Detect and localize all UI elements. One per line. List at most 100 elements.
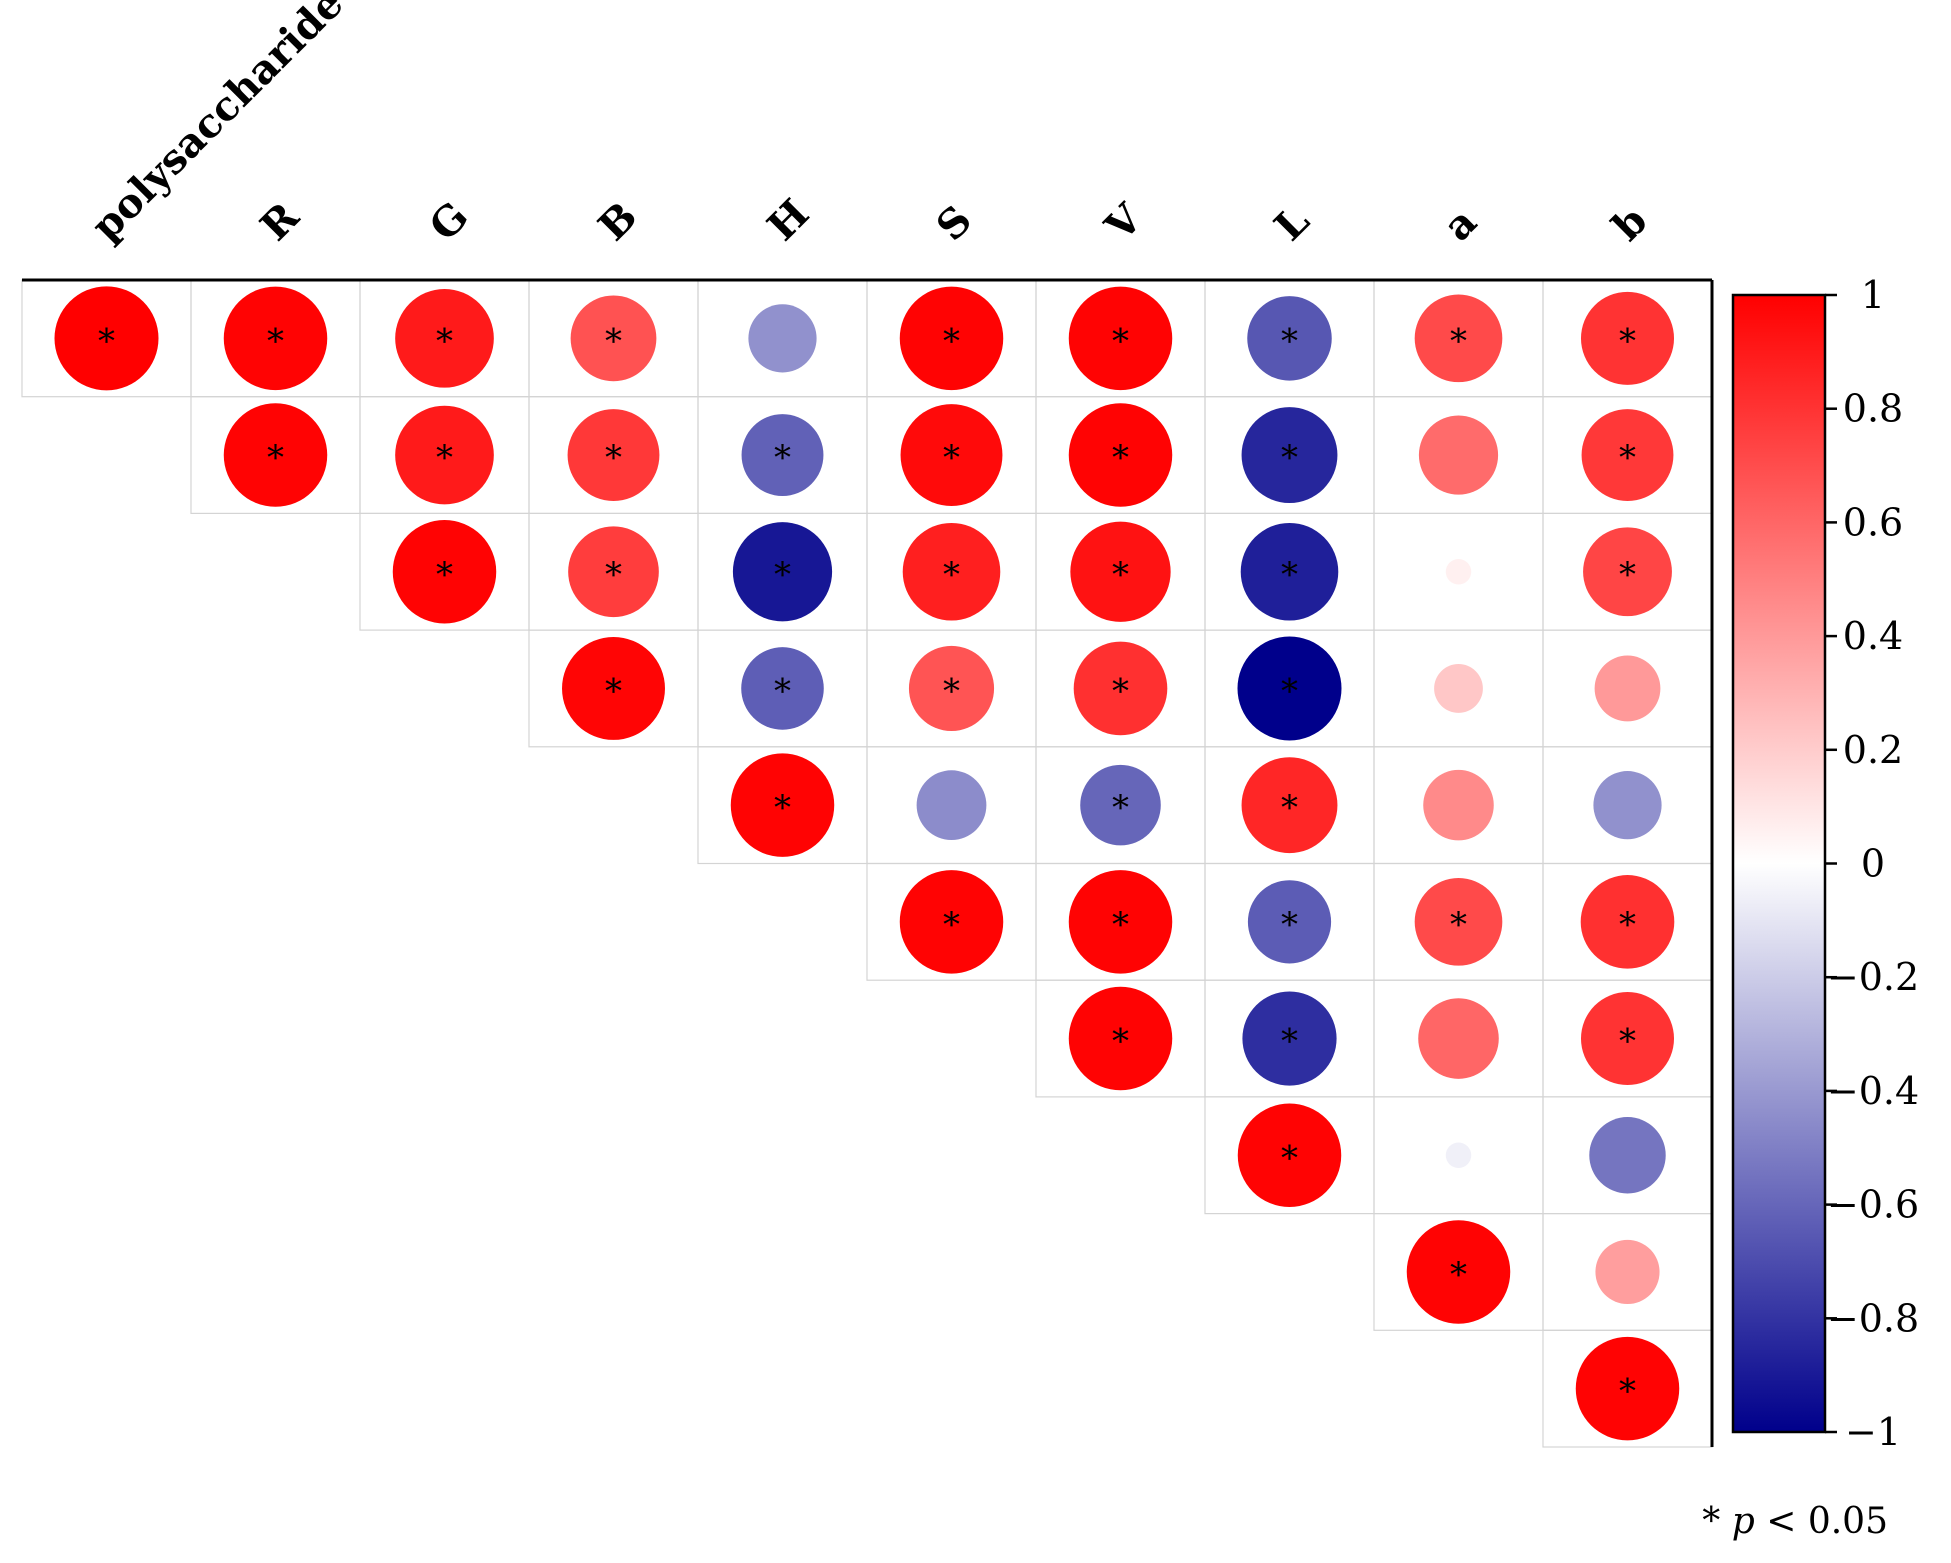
correlation-circle-G-S bbox=[902, 522, 1001, 621]
correlation-circle-a-b bbox=[1595, 1239, 1660, 1305]
correlation-circle-L-b bbox=[1589, 1117, 1666, 1194]
significance-star: * bbox=[1281, 1138, 1298, 1178]
correlation-circle-S-L bbox=[1247, 880, 1332, 964]
significance-note: * p < 0.05 bbox=[1702, 1501, 1888, 1542]
colorbar-tick-label: 0.6 bbox=[1843, 500, 1903, 544]
correlation-circle-a-a bbox=[1406, 1220, 1511, 1324]
correlation-circle-L-a bbox=[1445, 1142, 1472, 1168]
correlation-circle-G-V bbox=[1070, 521, 1171, 622]
colorbar-tick-label: 0 bbox=[1861, 842, 1885, 886]
correlation-circle-V-V bbox=[1068, 986, 1173, 1091]
correlation-circle-G-B bbox=[568, 526, 659, 618]
correlation-circle-H-L bbox=[1241, 757, 1338, 854]
significance-star: * bbox=[1450, 1255, 1467, 1295]
correlation-circle-polysaccharide-G bbox=[395, 289, 494, 388]
correlation-circle-G-L bbox=[1240, 522, 1339, 621]
correlation-circle-polysaccharide-polysaccharide bbox=[54, 286, 159, 391]
significance-star: * bbox=[1619, 555, 1636, 595]
significance-star: * bbox=[1281, 321, 1298, 361]
significance-star: * bbox=[943, 671, 960, 711]
significance-star: * bbox=[1112, 438, 1129, 478]
significance-star: * bbox=[1281, 671, 1298, 711]
significance-star: * bbox=[1619, 438, 1636, 478]
matrix-frame bbox=[22, 278, 1714, 1447]
colorbar-tick-label: −0.4 bbox=[1827, 1069, 1919, 1113]
significance-star: * bbox=[1450, 321, 1467, 361]
correlation-circle-V-b bbox=[1580, 992, 1675, 1086]
correlation-circle-B-B bbox=[562, 636, 665, 740]
significance-star: * bbox=[1281, 438, 1298, 478]
correlation-circle-polysaccharide-S bbox=[899, 286, 1004, 391]
significance-star: * bbox=[1619, 1372, 1636, 1412]
significance-star: * bbox=[98, 321, 115, 361]
significance-star: * bbox=[1619, 1022, 1636, 1062]
correlation-circle-R-V bbox=[1068, 403, 1173, 507]
correlation-circle-R-G bbox=[395, 405, 494, 505]
correlation-circle-b-b bbox=[1575, 1336, 1680, 1441]
colorbar-tick-label: 0.4 bbox=[1843, 614, 1903, 658]
correlation-circle-S-V bbox=[1068, 870, 1173, 974]
correlation-circle-polysaccharide-L bbox=[1247, 296, 1332, 381]
correlation-circle-polysaccharide-H bbox=[748, 304, 817, 373]
correlation-circle-B-b bbox=[1594, 655, 1661, 722]
note-suffix: < 0.05 bbox=[1755, 1501, 1888, 1542]
correlation-circle-B-S bbox=[908, 645, 995, 732]
significance-star: * bbox=[774, 555, 791, 595]
significance-star: * bbox=[436, 438, 453, 478]
significance-star: * bbox=[1450, 905, 1467, 945]
significance-star: * bbox=[1112, 555, 1129, 595]
column-label-G: G bbox=[420, 193, 477, 250]
correlation-circle-G-H bbox=[732, 522, 833, 622]
colorbar-tick-label: −0.8 bbox=[1827, 1296, 1919, 1340]
significance-star: * bbox=[943, 555, 960, 595]
colorbar-tick-label: 1 bbox=[1861, 273, 1885, 317]
colorbar-tick-label: −1 bbox=[1845, 1410, 1901, 1454]
significance-star: * bbox=[943, 438, 960, 478]
correlation-circle-B-a bbox=[1434, 664, 1483, 713]
correlation-circle-G-b bbox=[1583, 527, 1672, 617]
significance-star: * bbox=[436, 321, 453, 361]
correlation-circle-H-H bbox=[730, 753, 835, 857]
significance-star: * bbox=[1281, 788, 1298, 828]
correlation-circle-V-a bbox=[1418, 998, 1499, 1079]
significance-star: * bbox=[1112, 1022, 1129, 1062]
colorbar-tick-label: −0.6 bbox=[1827, 1183, 1919, 1227]
correlation-circle-R-H bbox=[741, 414, 824, 496]
significance-star: * bbox=[1281, 905, 1298, 945]
correlation-circle-polysaccharide-B bbox=[570, 295, 657, 382]
correlation-circle-S-a bbox=[1414, 878, 1503, 966]
significance-star: * bbox=[1112, 788, 1129, 828]
correlation-circle-polysaccharide-V bbox=[1068, 286, 1173, 391]
correlation-circle-V-L bbox=[1242, 991, 1337, 1086]
correlation-circle-R-L bbox=[1241, 407, 1338, 503]
column-label-b: b bbox=[1603, 197, 1656, 250]
correlation-circle-R-S bbox=[900, 404, 1003, 506]
significance-markers: * * * * * * * * * * * * * * * * * * * * * * * * * * * * * * * * * * * * * * * *… bbox=[98, 321, 1636, 1411]
significance-star: * bbox=[1112, 671, 1129, 711]
correlation-circle-H-V bbox=[1080, 764, 1161, 846]
correlation-circle-H-b bbox=[1593, 771, 1662, 840]
correlation-circle-G-G bbox=[392, 520, 497, 624]
significance-star: * bbox=[1281, 555, 1298, 595]
significance-star: * bbox=[267, 438, 284, 478]
significance-star: * bbox=[1619, 905, 1636, 945]
correlation-circle-B-L bbox=[1237, 636, 1342, 741]
column-label-polysaccharide: polysaccharide bbox=[82, 0, 352, 250]
column-label-H: H bbox=[758, 190, 818, 250]
correlation-circle-R-R bbox=[223, 403, 328, 507]
colorbar-tick-label: −0.2 bbox=[1827, 955, 1919, 999]
significance-star: * bbox=[943, 321, 960, 361]
colorbar-tick-label: 0.2 bbox=[1843, 728, 1903, 772]
significance-star: * bbox=[1619, 321, 1636, 361]
significance-star: * bbox=[267, 321, 284, 361]
correlation-circle-S-S bbox=[899, 870, 1004, 974]
significance-star: * bbox=[774, 438, 791, 478]
column-label-V: V bbox=[1096, 194, 1153, 251]
column-label-a: a bbox=[1434, 199, 1486, 251]
correlation-circle-R-b bbox=[1581, 409, 1674, 501]
significance-star: * bbox=[605, 671, 622, 711]
correlation-circle-G-a bbox=[1445, 559, 1472, 585]
correlation-circle-polysaccharide-b bbox=[1580, 291, 1675, 385]
correlation-circle-polysaccharide-a bbox=[1414, 294, 1503, 383]
note-prefix: * bbox=[1702, 1501, 1731, 1542]
